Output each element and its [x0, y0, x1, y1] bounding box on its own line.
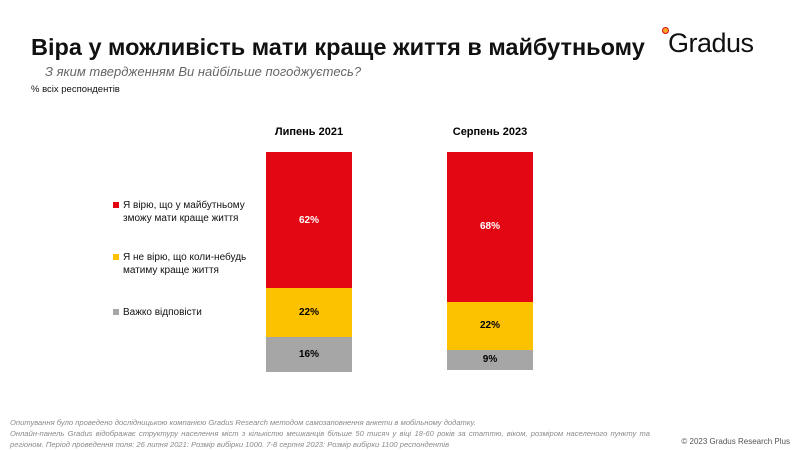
page-title: Віра у можливість мати краще життя в май…	[31, 34, 645, 60]
data-label: 22%	[479, 320, 500, 332]
data-label: 9%	[482, 354, 498, 366]
data-label: 62%	[298, 214, 319, 226]
legend-item: Я не вірю, що коли-небудь матиму краще ж…	[113, 251, 263, 277]
bar-segment: 9%	[447, 350, 533, 370]
logo-dot-icon	[662, 27, 669, 34]
bar-segment: 22%	[266, 288, 352, 337]
copyright: © 2023 Gradus Research Plus	[681, 437, 790, 446]
bar-segment: 62%	[266, 152, 352, 289]
legend-item: Я вірю, що у майбутньому зможу мати кращ…	[113, 199, 263, 225]
footnote-line: Опитування було проведено дослідницькою …	[10, 418, 476, 427]
footnote: Опитування було проведено дослідницькою …	[10, 417, 650, 450]
category-label: Серпень 2023	[452, 126, 528, 138]
data-label: 16%	[298, 348, 319, 360]
data-label: 68%	[479, 221, 500, 233]
question-subtitle: З яким твердженням Ви найбільше погоджує…	[45, 64, 362, 79]
legend-label: Я не вірю, що коли-небудь матиму краще ж…	[123, 252, 247, 276]
legend-label: Я вірю, що у майбутньому зможу мати кращ…	[123, 200, 245, 224]
legend-swatch-icon	[113, 254, 119, 260]
legend-label: Важко відповісти	[123, 307, 202, 318]
legend-item: Важко відповісти	[113, 306, 263, 319]
legend-swatch-icon	[113, 202, 119, 208]
legend-swatch-icon	[113, 309, 119, 315]
footnote-line: Онлайн-панель Gradus відображає структур…	[10, 429, 650, 449]
bar-segment: 16%	[266, 336, 352, 372]
bar-segment: 68%	[447, 152, 533, 302]
base-note: % всіх респондентів	[31, 84, 120, 95]
bar-stack: 62% 22% 16%	[266, 152, 352, 372]
gradus-logo: Gradus	[668, 28, 754, 58]
data-label: 22%	[298, 307, 319, 319]
bar-stack: 68% 22% 9%	[447, 152, 533, 372]
bar-segment: 22%	[447, 301, 533, 350]
category-label: Липень 2021	[274, 126, 344, 138]
